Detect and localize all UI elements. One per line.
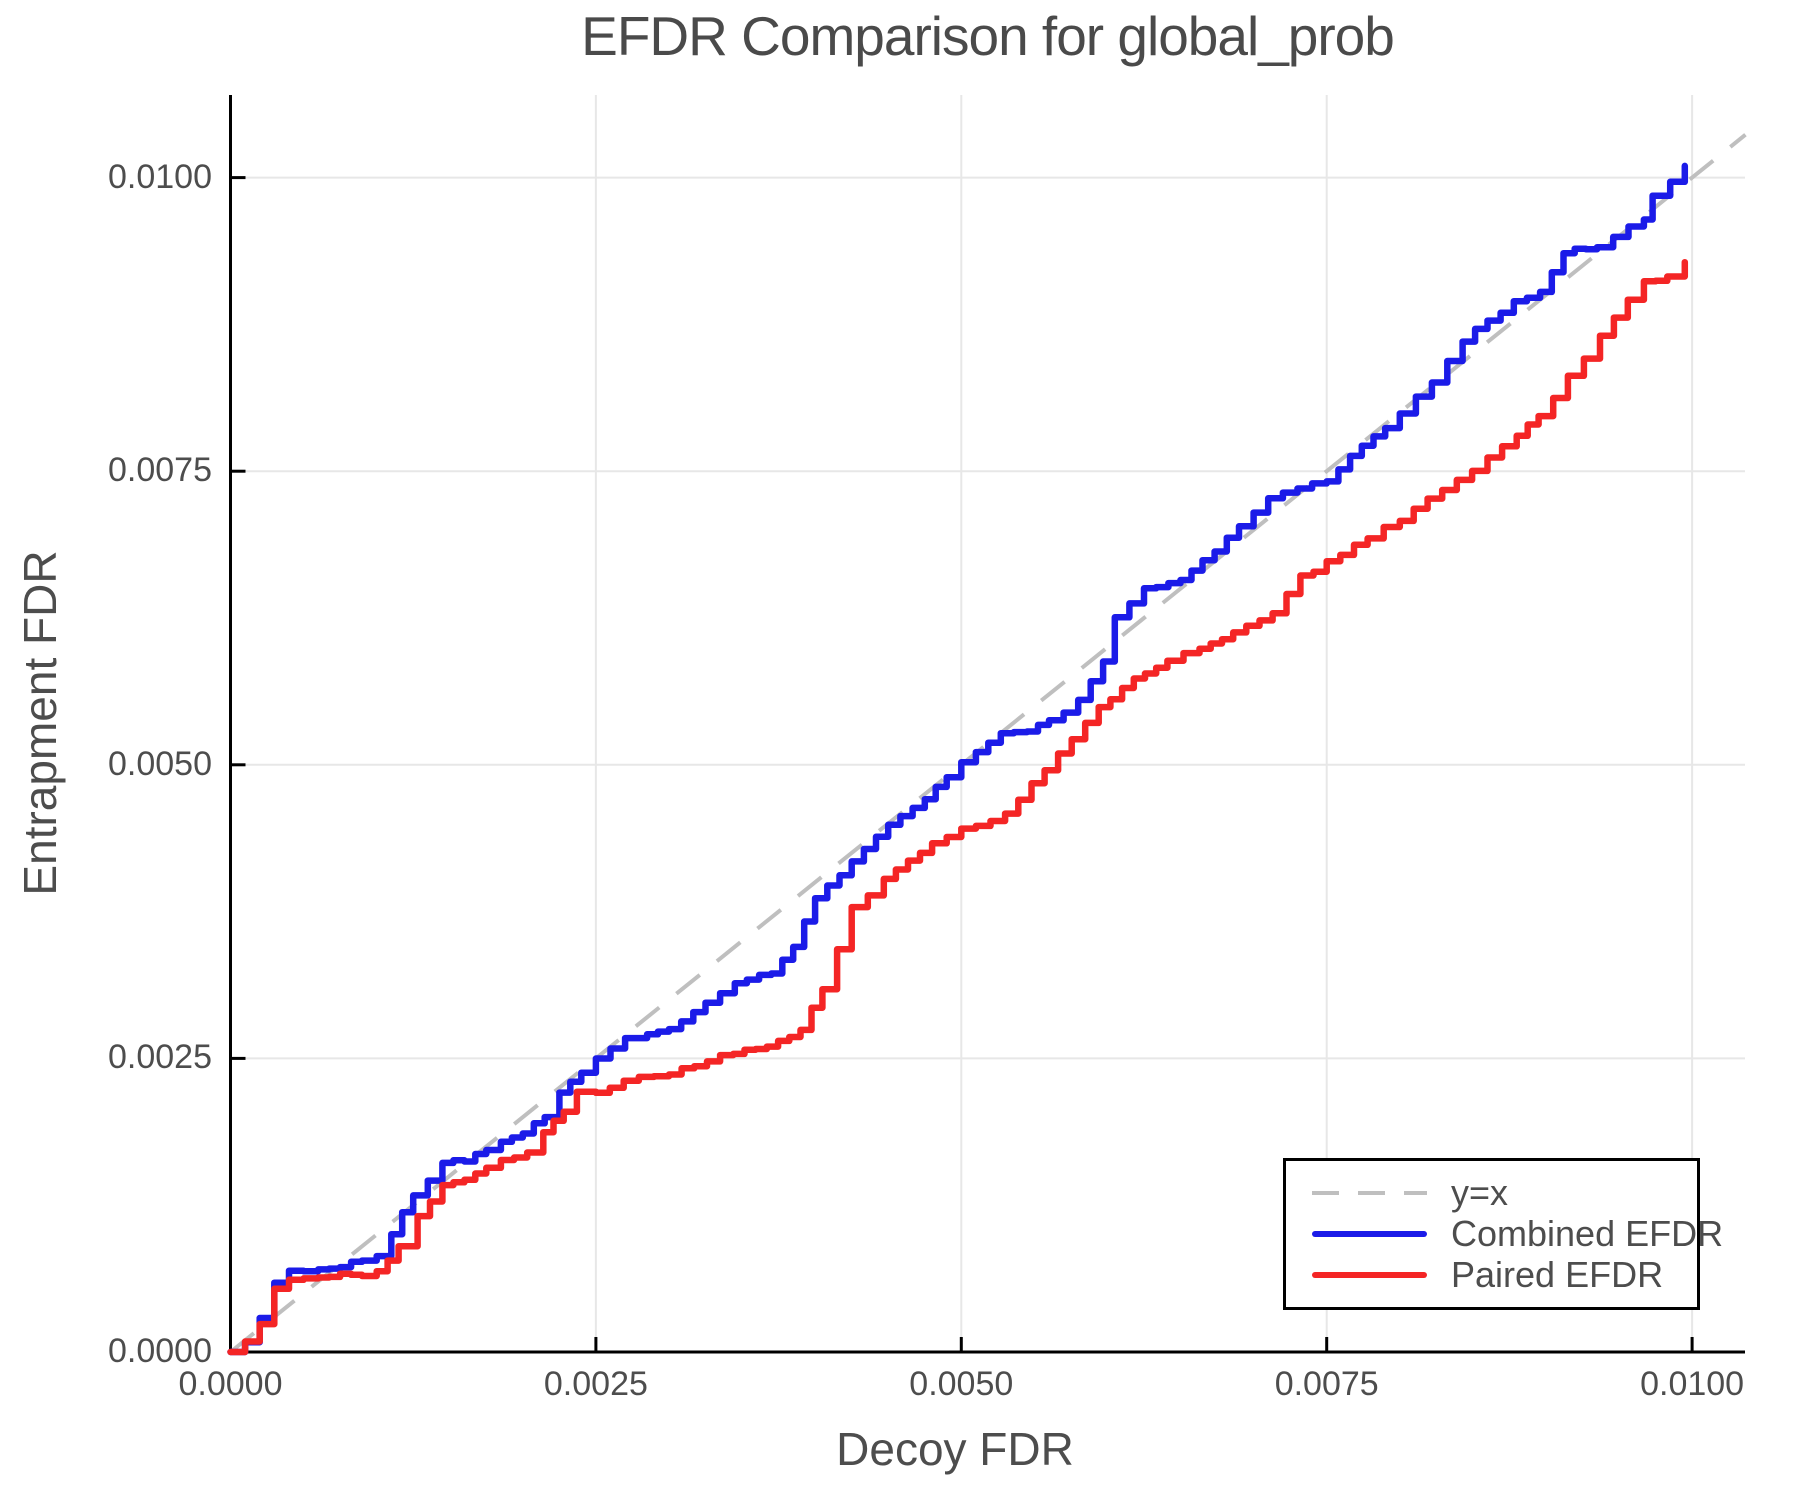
legend-entry: y=x: [1312, 1172, 1697, 1214]
x-tick-label: 0.0050: [909, 1365, 1014, 1403]
legend: y=x Combined EFDR Paired EFDR: [1283, 1158, 1723, 1310]
y-tick-label: 0.0000: [108, 1332, 212, 1370]
x-axis-title: Decoy FDR: [836, 1423, 1074, 1475]
y-tick-label: 0.0100: [108, 157, 212, 196]
x-tick-label: 0.0100: [1640, 1365, 1745, 1403]
series-line-combined-efdr: [227, 162, 1689, 1356]
x-tick-label: 0.0075: [1274, 1365, 1379, 1403]
x-tick-label: 0.0025: [543, 1365, 648, 1403]
legend-dashed-line-sample: [1312, 1191, 1427, 1195]
chart-title: EFDR Comparison for global_prob: [581, 5, 1395, 67]
legend-entry: Combined EFDR: [1312, 1213, 1723, 1255]
series-line-paired-efdr: [227, 258, 1689, 1356]
legend-line-sample: [1312, 1272, 1427, 1278]
y-axis-title: Entrapment FDR: [14, 550, 66, 896]
legend-entry: Paired EFDR: [1312, 1254, 1697, 1296]
legend-line-sample: [1312, 1231, 1427, 1237]
y-tick-label: 0.0075: [108, 451, 212, 490]
y-tick-label: 0.0025: [108, 1038, 212, 1077]
x-tick-label: 0.0000: [178, 1365, 283, 1403]
y-tick-label: 0.0050: [108, 744, 212, 783]
legend-label: Combined EFDR: [1451, 1213, 1724, 1254]
reference-line-y-equals-x: [229, 133, 1747, 1354]
legend-label: y=x: [1451, 1172, 1509, 1213]
legend-label: Paired EFDR: [1451, 1254, 1664, 1295]
